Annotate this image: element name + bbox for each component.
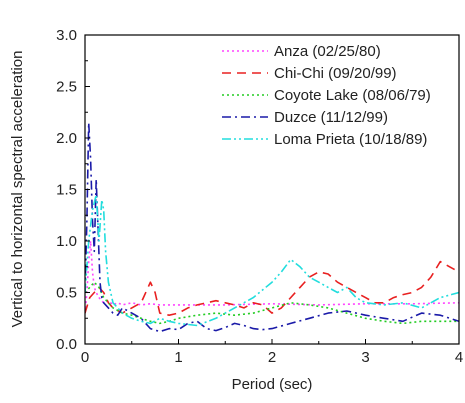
x-tick-label: 1 bbox=[174, 349, 182, 366]
legend-label-5: Loma Prieta (10/18/89) bbox=[274, 131, 427, 148]
y-tick-label: 0.5 bbox=[56, 285, 77, 302]
x-axis-label: Period (sec) bbox=[232, 376, 313, 393]
series-line-1 bbox=[85, 240, 459, 314]
axes-layer: 0 1 2 3 4 0.0 0.5 1.0 1.5 2.0 2.5 3.0 bbox=[56, 27, 463, 366]
y-tick-label: 3.0 bbox=[56, 27, 77, 44]
series-line-2 bbox=[85, 260, 459, 317]
legend-label-2: Chi-Chi (09/20/99) bbox=[274, 65, 397, 82]
y-tick-label: 2.5 bbox=[56, 79, 77, 96]
y-tick-label: 0.0 bbox=[56, 336, 77, 353]
legend-label-3: Coyote Lake (08/06/79) bbox=[274, 87, 431, 104]
x-tick-label: 0 bbox=[81, 349, 89, 366]
x-tick-label: 2 bbox=[268, 349, 276, 366]
y-axis-label: Vertical to horizontal spectral accelera… bbox=[9, 51, 26, 328]
plot-background bbox=[85, 35, 459, 344]
y-tick-label: 1.0 bbox=[56, 233, 77, 250]
legend-label-4: Duzce (11/12/99) bbox=[274, 109, 388, 126]
y-tick-label: 1.5 bbox=[56, 182, 77, 199]
legend-label-1: Anza (02/25/80) bbox=[274, 43, 381, 60]
y-tick-label: 2.0 bbox=[56, 130, 77, 147]
x-tick-label: 4 bbox=[455, 349, 463, 366]
series-line-5 bbox=[85, 193, 459, 327]
legend: Anza (02/25/80) Chi-Chi (09/20/99) Coyote … bbox=[222, 43, 431, 148]
series-layer bbox=[85, 121, 459, 333]
series-line-3 bbox=[85, 281, 459, 325]
x-tick-label: 3 bbox=[361, 349, 369, 366]
